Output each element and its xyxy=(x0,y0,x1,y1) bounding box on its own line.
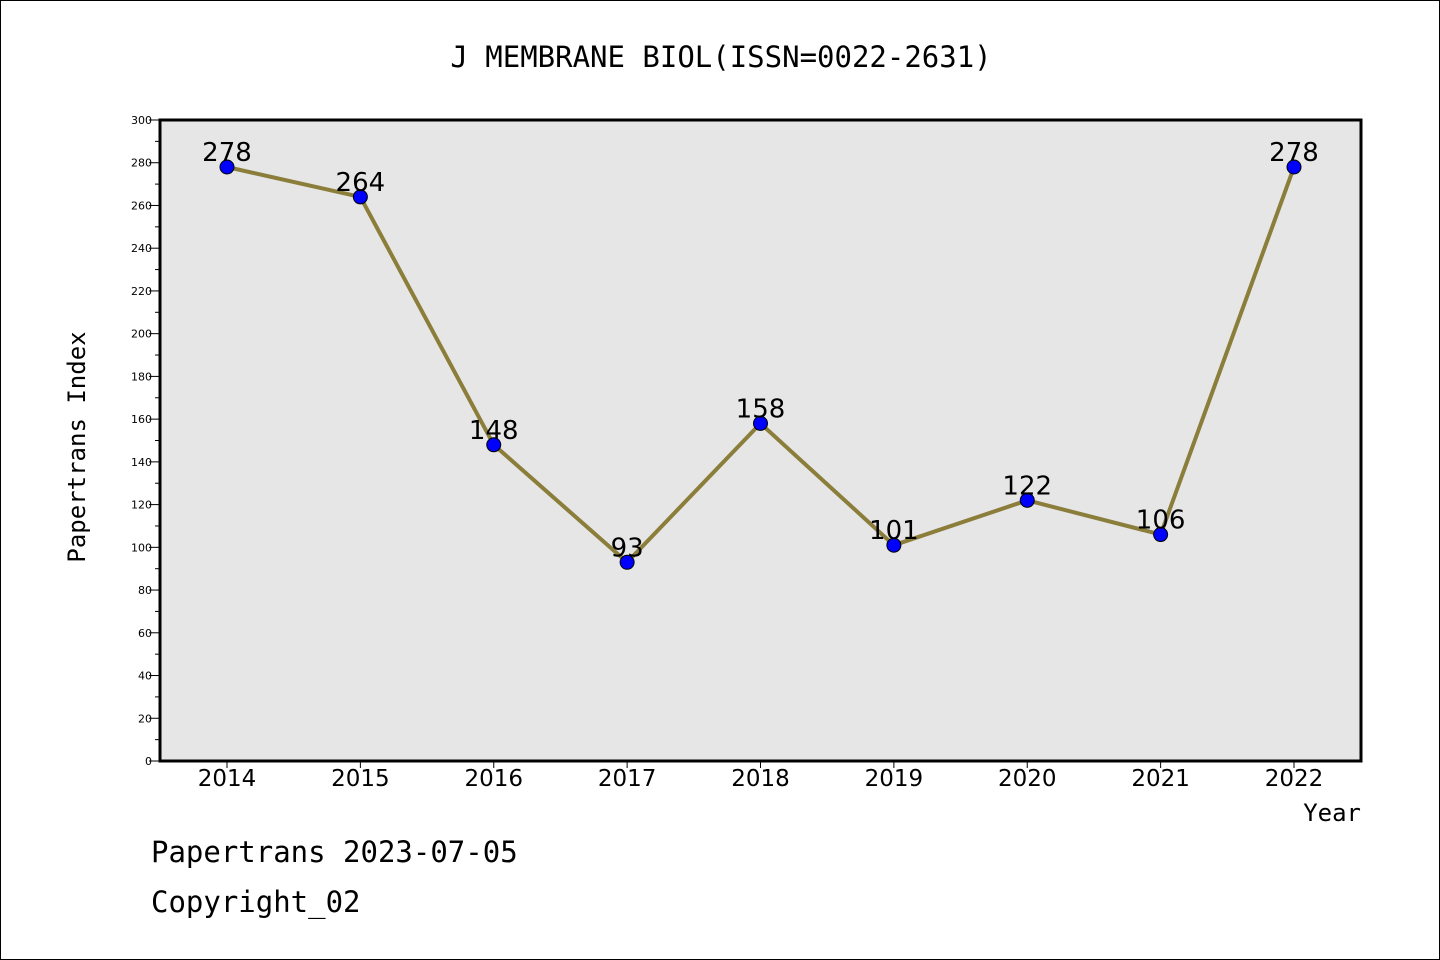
data-label: 278 xyxy=(202,138,252,168)
y-axis: 0 20 40 60 80 100 120 140 160 180 200 220 240 260 280 3… xyxy=(131,114,160,768)
data-label: 101 xyxy=(869,516,919,546)
data-label: 264 xyxy=(336,168,386,198)
plot-border xyxy=(158,118,1363,763)
x-tick-label: 2018 xyxy=(731,766,790,792)
marker-layer xyxy=(219,159,1302,570)
x-axis-title: Year xyxy=(1303,799,1361,827)
y-tick-label: 240 xyxy=(131,242,152,255)
x-tick-label: 2015 xyxy=(331,766,390,792)
chart-title: J MEMBRANE BIOL(ISSN=0022-2631) xyxy=(450,40,991,74)
data-label: 148 xyxy=(469,416,519,446)
data-point xyxy=(1019,492,1035,508)
y-tick-label: 40 xyxy=(138,670,152,683)
y-tick-label: 280 xyxy=(131,157,152,170)
x-tick-label: 2021 xyxy=(1131,766,1190,792)
data-label: 278 xyxy=(1269,138,1319,168)
data-point xyxy=(619,554,635,570)
label-layer: 278 264 148 93 158 101 122 106 278 xyxy=(202,138,1319,563)
data-point xyxy=(352,189,368,205)
x-tick-label: 2022 xyxy=(1265,766,1324,792)
y-axis-title: Papertrans Index xyxy=(63,331,91,562)
x-axis: 2014 2015 2016 2017 2018 2019 2020 2021 2022 xyxy=(198,761,1324,792)
x-tick-label: 2019 xyxy=(865,766,924,792)
data-point xyxy=(1286,159,1302,175)
y-tick-label: 180 xyxy=(131,370,152,383)
y-tick-label: 80 xyxy=(138,584,152,597)
y-tick-label: 20 xyxy=(138,712,152,725)
y-tick-label: 120 xyxy=(131,499,152,512)
y-tick-label: 0 xyxy=(145,755,152,768)
y-tick-label: 300 xyxy=(131,114,152,127)
y-tick-label: 260 xyxy=(131,199,152,212)
plot-area xyxy=(160,120,1361,761)
data-label: 122 xyxy=(1002,471,1052,501)
x-tick-label: 2020 xyxy=(998,766,1057,792)
data-point xyxy=(1153,527,1169,543)
y-tick-label: 140 xyxy=(131,456,152,469)
y-tick-label: 100 xyxy=(131,541,152,554)
footer-copyright-line: Copyright_02 xyxy=(151,885,361,919)
x-tick-label: 2017 xyxy=(598,766,657,792)
y-tick-label: 60 xyxy=(138,627,152,640)
data-point xyxy=(219,159,235,175)
data-point xyxy=(886,537,902,553)
data-label: 106 xyxy=(1136,506,1186,536)
x-tick-label: 2016 xyxy=(464,766,523,792)
y-tick-label: 220 xyxy=(131,285,152,298)
y-tick-label: 200 xyxy=(131,328,152,341)
footer-date-line: Papertrans 2023-07-05 xyxy=(151,835,518,869)
y-tick-label: 160 xyxy=(131,413,152,426)
x-tick-label: 2014 xyxy=(198,766,257,792)
data-label: 93 xyxy=(611,533,644,563)
data-point xyxy=(753,415,768,431)
data-label: 158 xyxy=(736,394,786,424)
data-point xyxy=(486,437,502,453)
